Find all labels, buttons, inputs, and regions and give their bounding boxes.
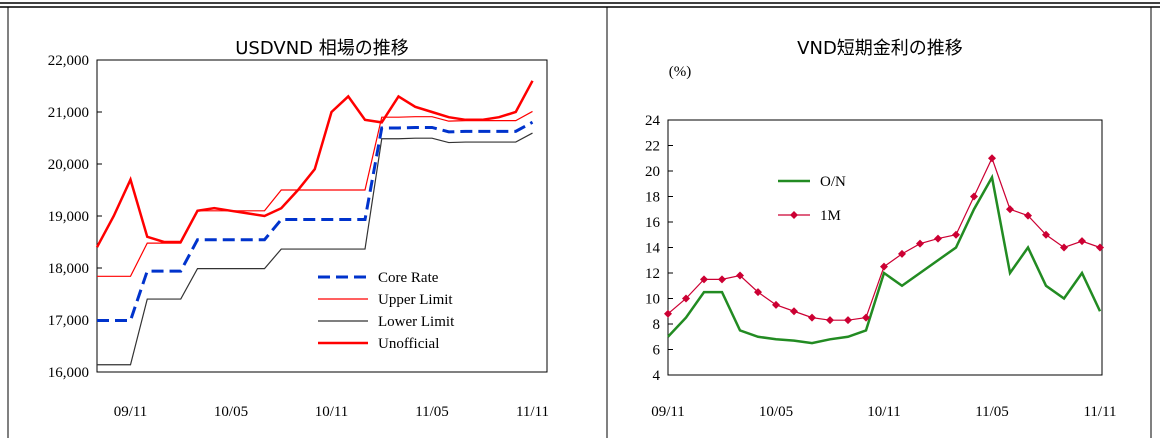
data-marker (916, 239, 924, 248)
chart-title: USDVND 相場の推移 (235, 38, 409, 59)
data-marker (934, 234, 942, 243)
y-tick-label: 22 (645, 139, 660, 155)
y-axis-label: (%) (669, 64, 692, 80)
data-marker (844, 316, 852, 325)
data-marker (826, 316, 834, 325)
series-line (97, 132, 533, 366)
data-marker (754, 288, 762, 297)
legend-label: Upper Limit (378, 292, 453, 308)
data-marker (772, 300, 780, 309)
data-marker (718, 275, 726, 284)
x-tick-label: 11/05 (415, 404, 449, 420)
y-tick-label: 8 (653, 317, 661, 333)
x-tick-label: 11/05 (975, 404, 1009, 420)
x-tick-label: 09/11 (651, 404, 685, 420)
x-tick-label: 09/11 (114, 404, 148, 420)
y-tick-label: 12 (645, 266, 660, 282)
y-tick-label: 17,000 (48, 313, 89, 329)
x-tick-label: 11/11 (516, 404, 549, 420)
legend-marker (790, 211, 798, 219)
data-marker (736, 271, 744, 280)
data-marker (682, 294, 690, 303)
y-tick-label: 4 (653, 368, 661, 384)
y-tick-label: 20 (645, 164, 660, 180)
y-tick-label: 16 (645, 215, 661, 231)
series-line (667, 156, 1101, 321)
data-marker (898, 249, 906, 258)
x-tick-label: 10/11 (315, 404, 349, 420)
y-tick-label: 19,000 (48, 209, 89, 225)
y-tick-label: 6 (653, 343, 661, 359)
y-tick-label: 16,000 (48, 365, 89, 381)
y-tick-label: 14 (645, 241, 661, 257)
series-line (97, 120, 534, 323)
legend-label: Lower Limit (378, 314, 455, 330)
data-marker (1096, 243, 1104, 252)
y-tick-label: 22,000 (48, 53, 89, 69)
legend-label: Unofficial (378, 336, 439, 352)
x-tick-label: 11/11 (1083, 404, 1116, 420)
data-marker (1006, 205, 1014, 214)
data-marker (880, 262, 888, 271)
data-marker (808, 313, 816, 322)
data-marker (1060, 243, 1068, 252)
series-line (95, 80, 534, 248)
data-marker (952, 230, 960, 239)
data-marker (862, 313, 870, 322)
plot-frame (667, 119, 1103, 376)
data-marker (790, 307, 798, 316)
chart-title: VND短期金利の推移 (797, 38, 963, 59)
data-marker (988, 154, 996, 163)
x-tick-label: 10/05 (759, 404, 793, 420)
data-marker (664, 309, 672, 318)
y-tick-label: 18,000 (48, 261, 89, 277)
y-tick-label: 10 (645, 292, 660, 308)
plot-frame (96, 59, 548, 373)
legend-label: O/N (820, 174, 846, 190)
data-marker (1024, 211, 1032, 220)
data-marker (1042, 230, 1050, 239)
data-marker (1078, 237, 1086, 246)
series-line (667, 173, 1102, 345)
legend-label: 1M (820, 208, 841, 224)
y-tick-label: 20,000 (48, 157, 89, 173)
y-tick-label: 21,000 (48, 105, 89, 121)
data-marker (970, 192, 978, 201)
data-marker (700, 275, 708, 284)
legend-label: Core Rate (378, 270, 439, 286)
y-tick-label: 24 (645, 113, 661, 129)
y-tick-label: 18 (645, 190, 660, 206)
x-tick-label: 10/05 (214, 404, 248, 420)
x-tick-label: 10/11 (867, 404, 901, 420)
series-line (97, 110, 533, 277)
